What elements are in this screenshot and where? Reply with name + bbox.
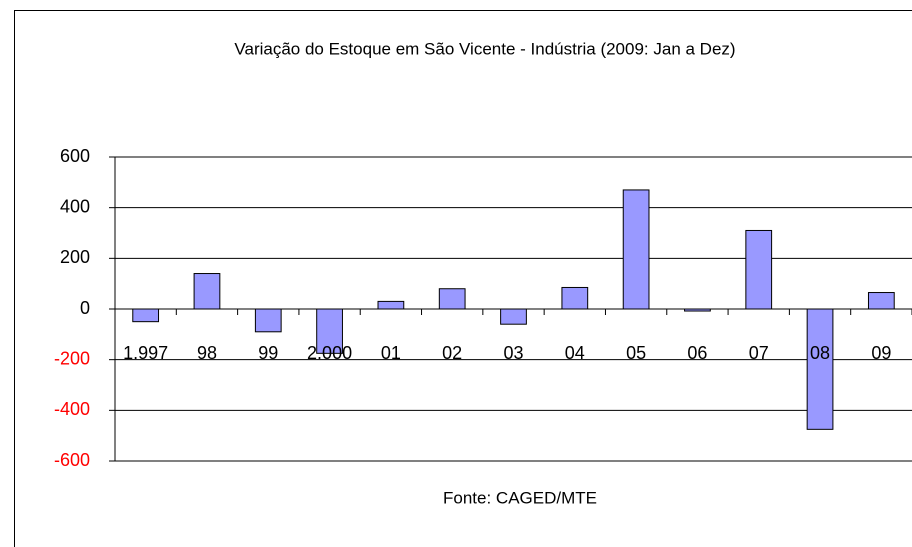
y-tick-label: 600 <box>60 146 90 166</box>
bar <box>132 308 160 323</box>
bar <box>622 189 650 310</box>
x-tick-label: 08 <box>810 343 830 363</box>
y-tick-label: -200 <box>54 348 90 368</box>
bar <box>806 308 834 430</box>
x-tick-label: 98 <box>197 343 217 363</box>
y-tick-label: 400 <box>60 196 90 216</box>
y-tick-label: -400 <box>54 399 90 419</box>
x-tick-label: 1.997 <box>123 343 168 363</box>
y-tick-label: 200 <box>60 247 90 267</box>
bar <box>684 308 711 312</box>
x-tick-label: 06 <box>687 343 707 363</box>
bar <box>561 286 589 310</box>
x-tick-label: 09 <box>871 343 891 363</box>
bar <box>867 292 895 310</box>
x-tick-label: 05 <box>626 343 646 363</box>
x-tick-label: 01 <box>381 343 401 363</box>
bar <box>316 308 343 354</box>
bar <box>193 273 221 310</box>
chart-title: Variação do Estoque em São Vicente - Ind… <box>234 39 735 58</box>
x-tick-label: 02 <box>442 343 462 363</box>
bar <box>438 288 466 310</box>
bar <box>254 308 282 333</box>
bar <box>377 300 405 310</box>
x-tick-label: 03 <box>503 343 523 363</box>
x-tick-label: 04 <box>565 343 585 363</box>
chart-frame <box>14 10 912 547</box>
source-note: Fonte: CAGED/MTE <box>443 488 597 507</box>
y-tick-label: 0 <box>80 298 90 318</box>
x-tick-label: 2.000 <box>307 343 352 363</box>
x-tick-label: 07 <box>749 343 769 363</box>
bar <box>745 229 773 310</box>
bar <box>500 308 527 325</box>
y-tick-label: -600 <box>54 450 90 470</box>
x-tick-label: 99 <box>258 343 278 363</box>
